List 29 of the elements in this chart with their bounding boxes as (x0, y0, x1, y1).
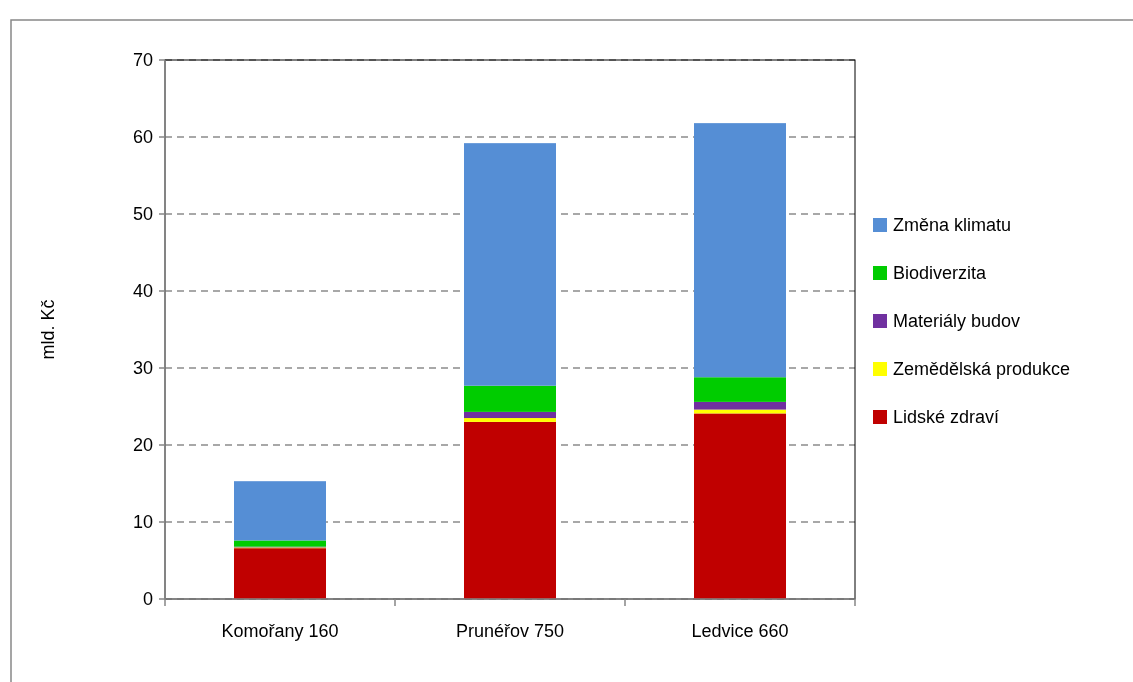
x-tick-label: Komořany 160 (221, 621, 339, 641)
legend-label: Zemědělská produkce (893, 359, 1071, 380)
bar (694, 123, 786, 378)
bar (694, 413, 786, 599)
legend-label: Lidské zdraví (893, 407, 1000, 428)
y-tick-label: 0 (142, 589, 153, 610)
y-tick-label: 10 (132, 512, 153, 533)
bar (464, 411, 556, 419)
bar (464, 421, 556, 599)
legend-label: Změna klimatu (893, 215, 1012, 236)
x-tick-label: Ledvice 660 (691, 621, 789, 641)
bar (234, 540, 326, 547)
y-axis-title: mld. Kč (38, 299, 58, 360)
y-tick-label: 40 (132, 281, 153, 302)
y-tick-label: 70 (132, 50, 153, 71)
bar (464, 418, 556, 422)
y-tick-label: 60 (132, 127, 153, 148)
legend-label: Materiály budov (893, 311, 1021, 332)
bar (694, 377, 786, 402)
bar (234, 481, 326, 541)
y-tick-label: 30 (132, 358, 153, 379)
legend-label: Biodiverzita (893, 263, 988, 284)
y-tick-label: 20 (132, 435, 153, 456)
bar (694, 401, 786, 410)
bar (464, 385, 556, 412)
bar (234, 548, 326, 599)
bar (464, 143, 556, 386)
x-tick-label: Prunéřov 750 (455, 621, 565, 641)
y-tick-label: 50 (132, 204, 153, 225)
